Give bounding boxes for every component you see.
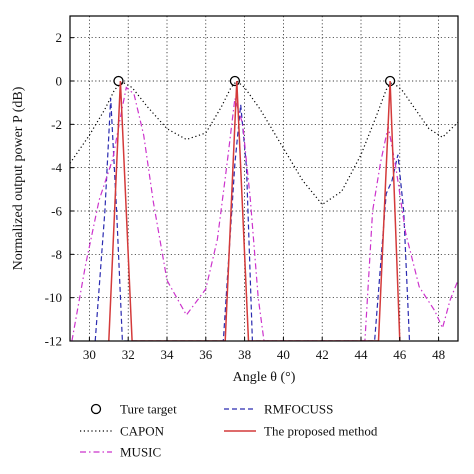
legend-entry-music: MUSIC [80,445,161,460]
series-line-capon [70,80,458,206]
y-tick-label: -2 [51,117,62,132]
y-axis-label: Normalized output power P (dB) [11,86,26,270]
legend-entry-rmfocuss: RMFOCUSS [224,402,333,417]
x-tick-label: 44 [355,347,369,362]
y-tick-label: -10 [45,290,62,305]
y-tick-label: -6 [51,204,62,219]
series-line-the-proposed-method [108,80,401,341]
ticks: 30 32 34 36 38 40 42 44 46 48 2 0 -2 -4 -6 -8 -10 -12 [45,30,445,362]
x-tick-label: 38 [238,347,251,362]
x-tick-label: 32 [122,347,135,362]
legend-label: The proposed method [264,424,378,439]
series-layer [70,75,458,341]
legend-label: MUSIC [120,445,161,460]
y-tick-label: -12 [45,334,62,349]
legend-label: RMFOCUSS [264,402,333,417]
y-tick-label: -4 [51,160,62,175]
legend: Ture target CAPON RMFOCUSS MUSIC The propose… [80,402,378,460]
series-point-ture-target [229,75,241,87]
y-tick-label: 0 [56,74,63,89]
x-tick-label: 36 [199,347,213,362]
x-tick-label: 46 [393,347,407,362]
legend-entry-capon: CAPON [80,424,165,439]
legend-label: CAPON [120,424,165,439]
legend-swatch [90,403,102,415]
x-tick-label: 40 [277,347,290,362]
series-point-ture-target [113,75,124,87]
x-tick-label: 30 [83,347,96,362]
legend-entry-ture-target: Ture target [90,402,177,417]
x-tick-label: 42 [316,347,329,362]
x-tick-label: 34 [161,347,175,362]
legend-label: Ture target [120,402,177,417]
x-tick-label: 48 [432,347,445,362]
legend-entry-the-proposed-method: The proposed method [224,424,378,439]
y-tick-label: 2 [56,30,63,45]
x-axis-label: Angle θ (°) [233,370,296,385]
plot-frame [69,15,459,342]
y-tick-label: -8 [51,247,62,262]
